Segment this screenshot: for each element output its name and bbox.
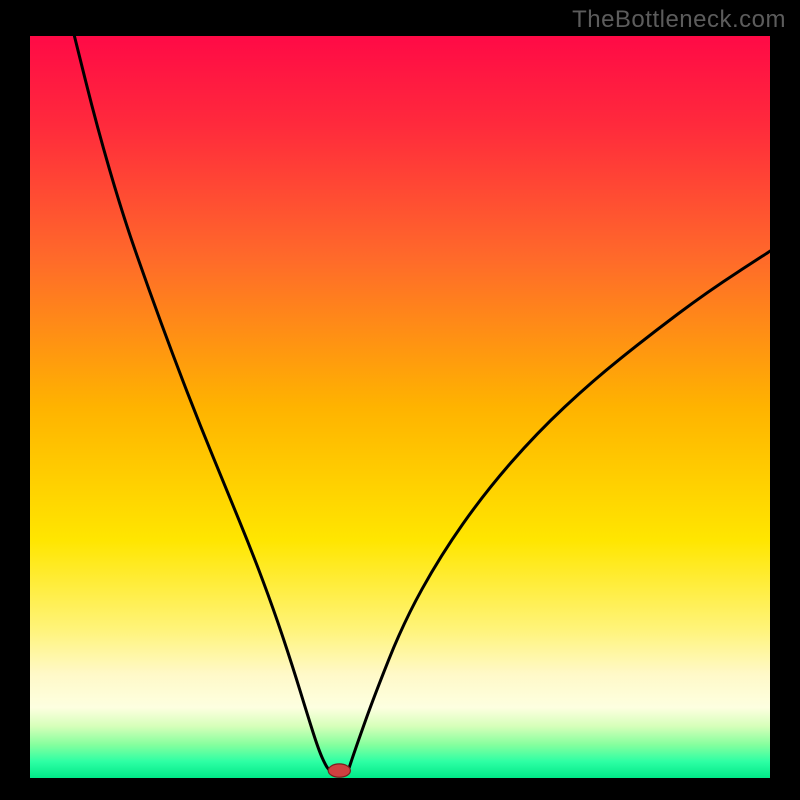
gradient-background: [30, 36, 770, 778]
watermark-text: TheBottleneck.com: [572, 6, 786, 34]
chart-stage: TheBottleneck.com: [0, 0, 800, 800]
bottleneck-chart: [0, 0, 800, 800]
optimal-point-marker: [328, 764, 350, 777]
